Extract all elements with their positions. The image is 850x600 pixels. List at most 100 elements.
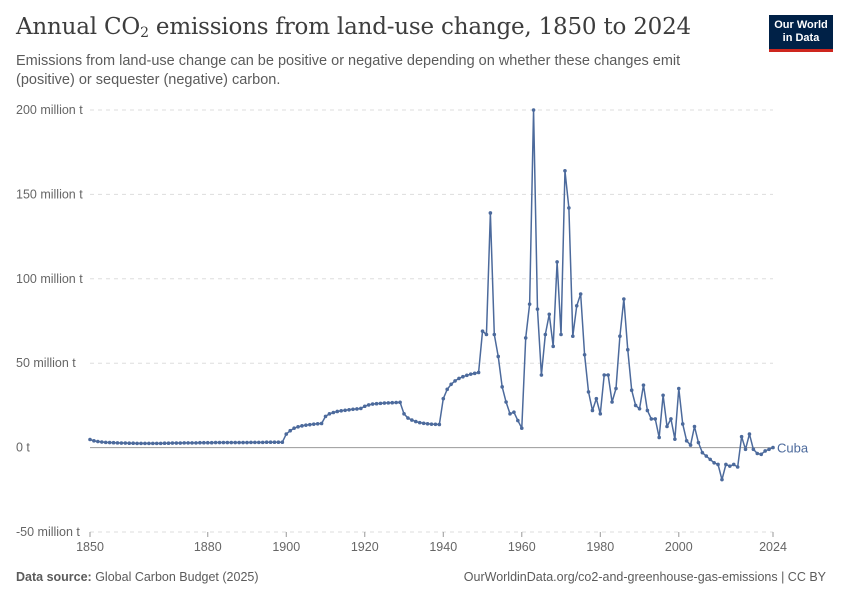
data-point[interactable]: [429, 422, 434, 426]
data-point[interactable]: [143, 441, 147, 446]
data-point[interactable]: [441, 396, 446, 401]
data-point[interactable]: [720, 477, 724, 482]
data-point[interactable]: [700, 450, 705, 455]
data-point[interactable]: [264, 440, 269, 445]
data-point[interactable]: [731, 462, 736, 467]
owid-logo[interactable]: Our World in Data: [769, 15, 833, 52]
data-point[interactable]: [174, 441, 179, 445]
data-point[interactable]: [272, 440, 277, 445]
data-point[interactable]: [99, 440, 104, 444]
data-point[interactable]: [355, 407, 359, 411]
data-point[interactable]: [237, 440, 241, 445]
data-point[interactable]: [488, 211, 493, 215]
data-point[interactable]: [107, 440, 112, 445]
data-point[interactable]: [633, 403, 638, 408]
data-point[interactable]: [162, 441, 167, 446]
data-point[interactable]: [170, 441, 175, 445]
data-point[interactable]: [402, 412, 406, 416]
data-point[interactable]: [586, 390, 591, 394]
data-point[interactable]: [743, 447, 748, 452]
data-point[interactable]: [751, 447, 756, 452]
data-point[interactable]: [708, 457, 712, 462]
data-point[interactable]: [304, 423, 308, 427]
data-point[interactable]: [339, 409, 344, 413]
data-point[interactable]: [657, 435, 661, 440]
data-point[interactable]: [539, 373, 544, 377]
data-point[interactable]: [763, 449, 767, 453]
data-point[interactable]: [696, 440, 701, 445]
data-point[interactable]: [437, 422, 442, 427]
data-point[interactable]: [661, 393, 665, 398]
data-point[interactable]: [500, 385, 504, 389]
data-point[interactable]: [351, 407, 355, 412]
data-point[interactable]: [567, 206, 571, 210]
data-point[interactable]: [119, 441, 124, 445]
data-point[interactable]: [508, 412, 512, 416]
data-point[interactable]: [394, 400, 398, 405]
data-point[interactable]: [123, 441, 128, 445]
data-point[interactable]: [629, 388, 634, 393]
data-point[interactable]: [594, 396, 599, 401]
data-point[interactable]: [276, 440, 281, 445]
data-point[interactable]: [484, 332, 489, 337]
data-point[interactable]: [390, 400, 395, 405]
data-point[interactable]: [739, 434, 744, 439]
data-point[interactable]: [551, 344, 555, 349]
data-point[interactable]: [115, 441, 120, 445]
data-point[interactable]: [414, 419, 418, 424]
data-point[interactable]: [103, 440, 108, 445]
data-point[interactable]: [555, 260, 559, 264]
data-point[interactable]: [88, 437, 92, 442]
data-point[interactable]: [465, 373, 469, 378]
data-point[interactable]: [209, 440, 214, 445]
data-point[interactable]: [771, 445, 775, 450]
data-point[interactable]: [512, 410, 516, 414]
data-point[interactable]: [519, 426, 524, 430]
series-layer[interactable]: Cuba: [88, 108, 809, 482]
data-point[interactable]: [472, 371, 477, 376]
data-point[interactable]: [166, 441, 171, 446]
data-point[interactable]: [315, 422, 320, 426]
data-point[interactable]: [398, 400, 402, 405]
data-point[interactable]: [213, 440, 218, 445]
data-point[interactable]: [241, 440, 245, 445]
data-point[interactable]: [653, 417, 658, 421]
data-point[interactable]: [331, 410, 336, 415]
data-point[interactable]: [680, 422, 685, 426]
data-point[interactable]: [245, 440, 249, 445]
data-point[interactable]: [311, 422, 316, 426]
data-point[interactable]: [300, 424, 304, 428]
data-point[interactable]: [323, 414, 328, 419]
data-point[interactable]: [516, 418, 520, 423]
data-point[interactable]: [256, 440, 261, 445]
data-point[interactable]: [574, 304, 579, 308]
data-point[interactable]: [692, 424, 697, 429]
data-point[interactable]: [280, 440, 285, 445]
data-point[interactable]: [359, 406, 363, 411]
data-point[interactable]: [676, 386, 681, 391]
data-point[interactable]: [641, 383, 646, 387]
data-point[interactable]: [182, 441, 187, 445]
data-point[interactable]: [319, 421, 324, 426]
data-point[interactable]: [547, 312, 552, 317]
data-point[interactable]: [590, 408, 595, 413]
data-point[interactable]: [759, 452, 764, 457]
data-point[interactable]: [194, 441, 198, 445]
data-point[interactable]: [578, 292, 583, 296]
data-point[interactable]: [535, 307, 540, 311]
data-point[interactable]: [688, 443, 693, 447]
data-point[interactable]: [527, 302, 532, 306]
data-point[interactable]: [190, 441, 194, 445]
data-point[interactable]: [468, 372, 473, 376]
data-point[interactable]: [669, 417, 673, 421]
data-point[interactable]: [461, 374, 465, 379]
data-point[interactable]: [492, 332, 497, 337]
data-point[interactable]: [610, 400, 614, 404]
data-point[interactable]: [571, 334, 575, 338]
data-point[interactable]: [253, 440, 257, 445]
data-point[interactable]: [131, 441, 135, 446]
data-point[interactable]: [445, 387, 450, 392]
data-point[interactable]: [449, 382, 453, 387]
data-point[interactable]: [724, 462, 728, 467]
data-point[interactable]: [284, 432, 289, 436]
